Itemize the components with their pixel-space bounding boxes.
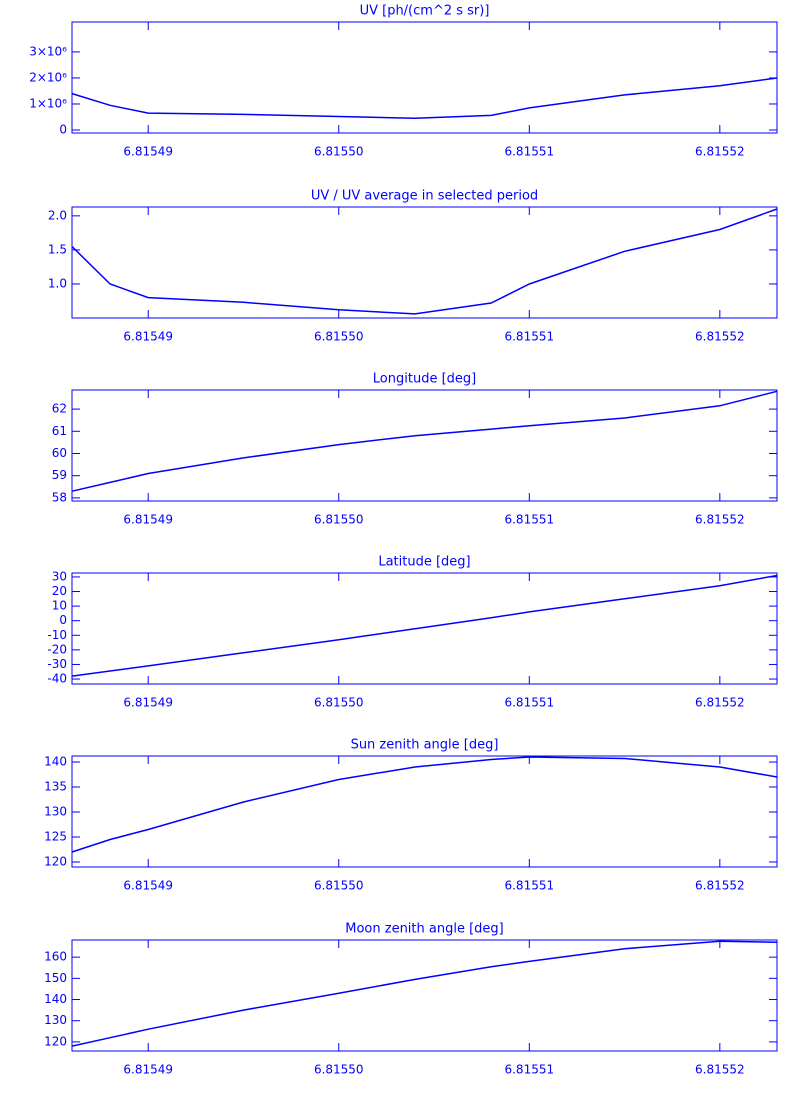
- x-tick-label: 6.81552: [695, 330, 745, 344]
- chart-title: Sun zenith angle [deg]: [351, 738, 499, 753]
- y-tick-label: 0: [59, 613, 67, 627]
- x-tick-label: 6.81551: [504, 696, 554, 710]
- y-tick-label: 130: [44, 1013, 67, 1027]
- x-tick-label: 6.81550: [314, 145, 364, 159]
- data-line: [71, 390, 778, 492]
- y-tick-label: 1×10⁶: [29, 96, 67, 110]
- x-tick-label: 6.81550: [314, 1063, 364, 1077]
- y-tick-label: 130: [44, 805, 67, 819]
- y-tick-label: -20: [47, 642, 67, 656]
- y-tick-label: -10: [47, 628, 67, 642]
- y-tick-label: 30: [52, 569, 67, 583]
- data-line: [71, 77, 778, 120]
- data-line: [71, 574, 778, 677]
- chart-title: Moon zenith angle [deg]: [345, 922, 503, 937]
- y-tick-label: 60: [52, 446, 67, 460]
- x-tick-label: 6.81550: [314, 879, 364, 893]
- x-tick-label: 6.81551: [504, 513, 554, 527]
- x-tick-label: 6.81549: [123, 879, 173, 893]
- data-line: [71, 756, 778, 853]
- y-tick-label: 135: [44, 780, 67, 794]
- y-tick-label: 120: [44, 855, 67, 869]
- x-tick-label: 6.81551: [504, 330, 554, 344]
- x-tick-label: 6.81549: [123, 513, 173, 527]
- plot-frame: [71, 572, 778, 685]
- y-tick-label: 3×10⁶: [29, 44, 67, 58]
- x-tick-label: 6.81551: [504, 1063, 554, 1077]
- x-tick-label: 6.81549: [123, 330, 173, 344]
- plot-frame: [71, 21, 778, 134]
- plot-frame: [71, 389, 778, 502]
- data-line: [71, 940, 778, 1047]
- x-tick-label: 6.81549: [123, 696, 173, 710]
- x-tick-label: 6.81549: [123, 145, 173, 159]
- x-tick-label: 6.81550: [314, 696, 364, 710]
- plot-frame: [71, 755, 778, 868]
- y-tick-label: 120: [44, 1034, 67, 1048]
- y-tick-label: 62: [52, 402, 67, 416]
- y-tick-label: 59: [52, 468, 67, 482]
- y-tick-label: 1.5: [48, 242, 67, 256]
- x-tick-label: 6.81552: [695, 696, 745, 710]
- y-tick-label: 2.0: [48, 208, 67, 222]
- y-tick-label: 2×10⁶: [29, 70, 67, 84]
- y-tick-label: 150: [44, 971, 67, 985]
- y-tick-label: 10: [52, 599, 67, 613]
- y-tick-label: 61: [52, 424, 67, 438]
- plot-frame: [71, 206, 778, 319]
- plot-frame: [71, 939, 778, 1052]
- data-line: [71, 208, 778, 315]
- chart-title: Longitude [deg]: [373, 372, 476, 387]
- x-tick-label: 6.81552: [695, 879, 745, 893]
- y-tick-label: 140: [44, 755, 67, 769]
- y-tick-label: -30: [47, 657, 67, 671]
- x-tick-label: 6.81551: [504, 879, 554, 893]
- y-tick-label: 125: [44, 830, 67, 844]
- chart-title: UV / UV average in selected period: [311, 189, 538, 204]
- x-tick-label: 6.81550: [314, 513, 364, 527]
- x-tick-label: 6.81552: [695, 145, 745, 159]
- y-tick-label: 20: [52, 584, 67, 598]
- x-tick-label: 6.81552: [695, 513, 745, 527]
- y-tick-label: 140: [44, 992, 67, 1006]
- x-tick-label: 6.81549: [123, 1063, 173, 1077]
- x-tick-label: 6.81551: [504, 145, 554, 159]
- chart-title: UV [ph/(cm^2 s sr)]: [360, 4, 490, 19]
- y-tick-label: -40: [47, 672, 67, 686]
- y-tick-label: 0: [59, 123, 67, 137]
- x-tick-label: 6.81552: [695, 1063, 745, 1077]
- y-tick-label: 160: [44, 950, 67, 964]
- x-tick-label: 6.81550: [314, 330, 364, 344]
- y-tick-label: 58: [52, 490, 67, 504]
- chart-title: Latitude [deg]: [378, 555, 470, 570]
- y-tick-label: 1.0: [48, 276, 67, 290]
